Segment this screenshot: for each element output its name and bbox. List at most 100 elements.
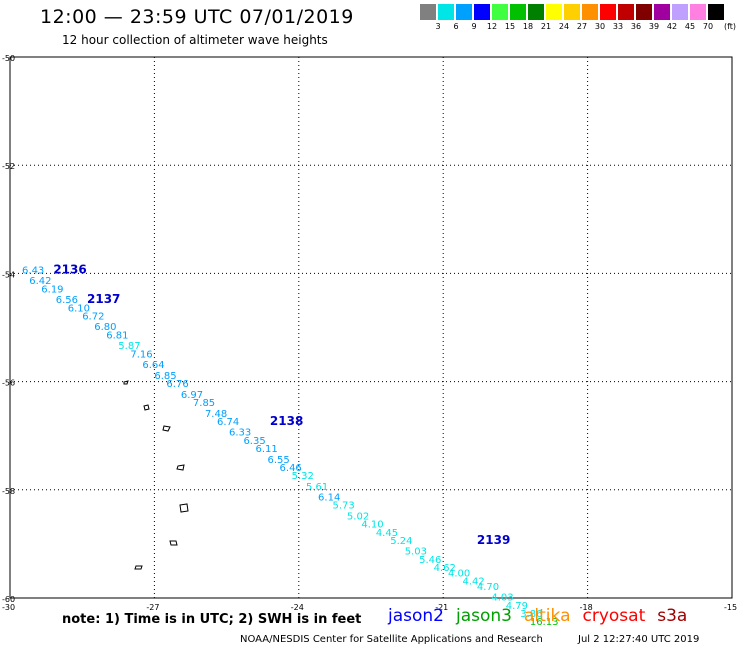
lon-tick-label: -18: [580, 603, 593, 612]
wave-height-label: 6.42: [29, 276, 51, 287]
legend-swatch: [618, 4, 634, 20]
legend-label: 21: [540, 22, 552, 31]
island-outline: [162, 425, 171, 432]
legend-swatch: [690, 4, 706, 20]
wave-height-label: 5.61: [306, 482, 328, 493]
satellite-jason3: jason3: [456, 606, 512, 626]
legend-swatch: [636, 4, 652, 20]
legend-swatch: [438, 4, 454, 20]
wave-height-label: 4.03: [491, 593, 513, 604]
wave-height-label: 6.14: [318, 493, 340, 504]
wave-height-label: 4.79: [506, 601, 528, 612]
generation-timestamp: Jul 2 12:27:40 UTC 2019: [578, 634, 700, 645]
pass-number-label: 2138: [270, 414, 303, 428]
legend-label: 30: [594, 22, 606, 31]
wave-height-label: 7.85: [193, 398, 215, 409]
legend-swatch: [672, 4, 688, 20]
satellite-altika: altika: [524, 606, 571, 626]
wave-height-label: 6.10: [68, 303, 90, 314]
legend-swatch: [546, 4, 562, 20]
legend-swatch: [420, 4, 436, 20]
wave-height-label: 6.46: [280, 463, 302, 474]
lon-tick-label: -30: [2, 603, 15, 612]
legend-label: 27: [576, 22, 588, 31]
island-outline: [134, 565, 143, 570]
pass-number-label: 2139: [477, 533, 510, 547]
lat-tick-label: -56: [2, 379, 15, 388]
footer-note: note: 1) Time is in UTC; 2) SWH is in fe…: [62, 612, 362, 627]
wave-height-label: 5.24: [390, 536, 412, 547]
legend-swatch: [528, 4, 544, 20]
legend-label: 18: [522, 22, 534, 31]
legend-swatch: [510, 4, 526, 20]
pass-number-label: 2136: [53, 262, 86, 276]
wave-height-label: 6.72: [82, 311, 104, 322]
wave-height-label: 4.42: [462, 576, 484, 587]
wave-height-label: 6.11: [255, 444, 277, 455]
wave-height-label: 6.35: [243, 436, 265, 447]
wave-height-label: 4.70: [477, 582, 499, 593]
lat-tick-label: -52: [2, 162, 15, 171]
wave-height-label: 7.48: [205, 409, 227, 420]
wave-height-label: 5.03: [405, 547, 427, 558]
legend-swatch: [654, 4, 670, 20]
island-outline: [169, 540, 178, 546]
island-outline: [176, 464, 185, 471]
wave-height-label: 6.43: [22, 265, 44, 276]
legend-label: 42: [666, 22, 678, 31]
legend-label: 12: [486, 22, 498, 31]
legend-swatch: [600, 4, 616, 20]
legend-label: 36: [630, 22, 642, 31]
wave-height-label: 5.46: [419, 555, 441, 566]
wave-height-label: 5.87: [118, 341, 140, 352]
legend-swatch: [582, 4, 598, 20]
legend-label: 9: [471, 22, 477, 31]
wave-height-label: 4.00: [448, 568, 470, 579]
wave-height-label: 4.62: [434, 563, 456, 574]
map-frame: [9, 56, 733, 599]
wave-height-label: 3.86: [520, 609, 542, 620]
lon-tick-label: -21: [435, 603, 448, 612]
satellite-cryosat: cryosat: [582, 606, 646, 626]
legend-swatch: [456, 4, 472, 20]
island-outline: [143, 404, 150, 411]
wave-height-label: 6.97: [181, 390, 203, 401]
lat-tick-label: -60: [2, 595, 15, 604]
legend-label: 45: [684, 22, 696, 31]
wave-height-label: 5.73: [332, 501, 354, 512]
pass-number-label: 2137: [87, 292, 120, 306]
lon-tick-label: -24: [291, 603, 304, 612]
wave-height-label: 4.45: [376, 528, 398, 539]
map-subtitle: 12 hour collection of altimeter wave hei…: [62, 33, 328, 47]
wave-height-label: 7.16: [130, 349, 152, 360]
lon-tick-label: -27: [146, 603, 159, 612]
wave-height-label: 5.02: [347, 512, 369, 523]
legend-swatch: [708, 4, 724, 20]
wave-height-label: 6.64: [142, 360, 164, 371]
wave-height-label: 6.81: [106, 330, 128, 341]
map-title: 12:00 — 23:59 UTC 07/01/2019: [40, 6, 354, 28]
wave-height-label: 6.56: [56, 295, 78, 306]
credit-text: NOAA/NESDIS Center for Satellite Applica…: [240, 634, 543, 645]
lat-tick-label: -54: [2, 270, 15, 279]
lon-tick-label: -15: [724, 603, 737, 612]
legend-swatch: [492, 4, 508, 20]
island-outline: [123, 380, 129, 385]
wave-height-label: 6.19: [41, 284, 63, 295]
wave-height-label: 4.10: [361, 520, 383, 531]
satellite-jason2: jason2: [388, 606, 444, 626]
satellite-s3a: s3a: [657, 606, 688, 626]
island-outline: [179, 503, 189, 513]
wave-height-label: 6.80: [94, 322, 116, 333]
legend-label: 24: [558, 22, 570, 31]
lat-tick-label: -50: [2, 54, 15, 63]
lat-tick-label: -58: [2, 487, 15, 496]
wave-height-label: 6.74: [217, 417, 239, 428]
legend-label: 6: [453, 22, 459, 31]
satellite-legend: jason2 jason3 altika cryosat s3a: [388, 606, 699, 626]
legend-unit: (ft): [723, 22, 737, 31]
legend-label: 33: [612, 22, 624, 31]
wave-height-label: 6.33: [229, 428, 251, 439]
legend-label: 15: [504, 22, 516, 31]
